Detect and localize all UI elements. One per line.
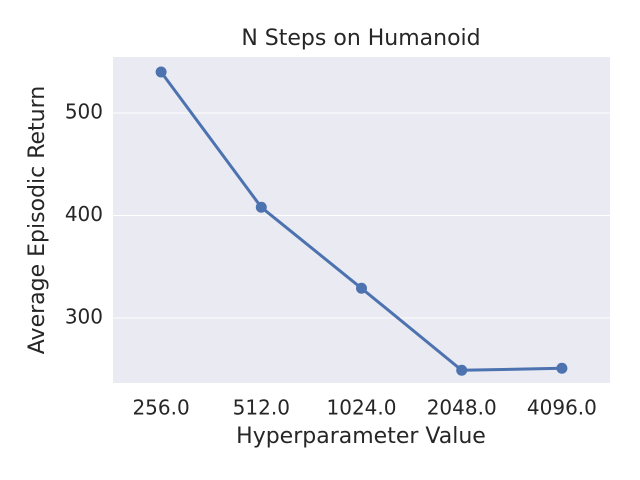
x-tick-label: 1024.0: [327, 396, 397, 420]
x-tick-label: 4096.0: [527, 396, 597, 420]
plot-area: [113, 57, 610, 383]
y-tick-label: 400: [65, 202, 103, 226]
point: [155, 66, 167, 78]
x-tick-label: 512.0: [233, 396, 290, 420]
point: [556, 362, 568, 374]
point: [255, 201, 267, 213]
point: [356, 282, 367, 294]
y-tick-label: 500: [65, 99, 103, 123]
x-tick-label: 256.0: [132, 396, 189, 420]
y-tick-label: 300: [65, 305, 103, 329]
x-tick-label: 2048.0: [427, 396, 497, 420]
y-axis-label: Average Episodic Return: [25, 86, 50, 354]
chart-title: N Steps on Humanoid: [241, 26, 480, 51]
point: [456, 364, 468, 376]
x-axis-label: Hyperparameter Value: [236, 424, 486, 449]
